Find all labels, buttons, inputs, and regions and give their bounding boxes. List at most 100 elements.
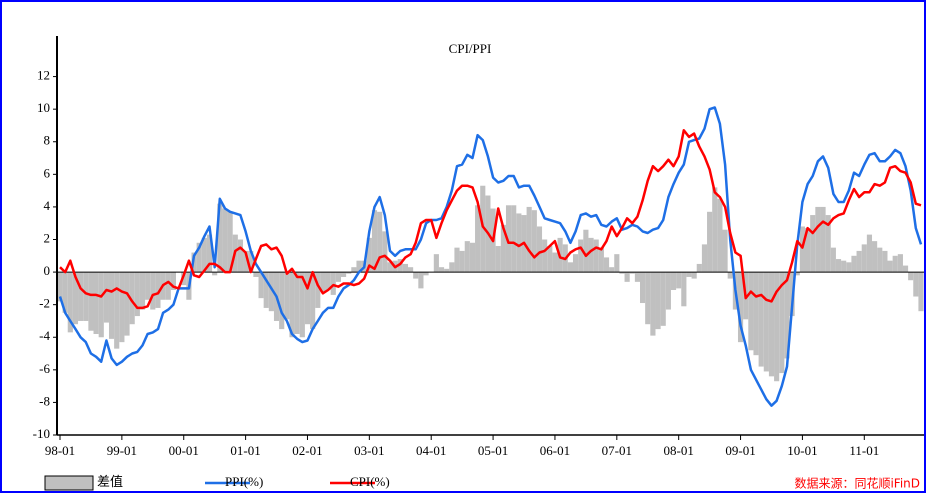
bar <box>315 272 321 308</box>
bar <box>464 241 470 273</box>
x-tick-label: 99-01 <box>107 443 137 458</box>
bar <box>835 259 842 273</box>
bar <box>433 254 439 273</box>
bar <box>629 272 635 274</box>
bar <box>505 205 512 273</box>
bar <box>248 250 254 273</box>
bar <box>289 272 295 338</box>
bar <box>722 229 728 273</box>
bar <box>603 257 610 273</box>
bar <box>201 237 207 273</box>
bar <box>634 272 641 282</box>
y-tick-label: 8 <box>44 133 51 148</box>
bar <box>243 250 249 273</box>
bar <box>449 262 455 273</box>
bar <box>83 272 89 321</box>
bar <box>841 260 847 273</box>
y-tick-label: -2 <box>39 296 50 311</box>
bar <box>475 205 481 273</box>
y-tick-label: 6 <box>44 165 51 180</box>
line <box>58 106 923 407</box>
bar <box>799 226 805 273</box>
bar <box>150 272 156 310</box>
bar <box>918 272 924 312</box>
bar <box>588 237 594 273</box>
bar <box>145 272 151 300</box>
bar <box>655 272 661 330</box>
bar <box>758 272 764 367</box>
bar <box>676 272 682 289</box>
legend-label: 差值 <box>97 474 123 489</box>
x-tick-label: 06-01 <box>540 443 570 458</box>
bar <box>665 272 671 310</box>
bar <box>583 229 589 273</box>
bar <box>237 239 244 273</box>
bar <box>552 252 558 273</box>
bar <box>304 272 311 325</box>
bar <box>511 205 517 273</box>
bar <box>413 272 419 279</box>
bar <box>371 210 378 273</box>
bar <box>877 247 883 273</box>
x-tick-label: 03-01 <box>354 443 384 458</box>
bar <box>717 198 723 273</box>
bar <box>681 272 687 307</box>
bar <box>624 272 630 282</box>
bar <box>227 211 233 273</box>
bar <box>129 272 135 325</box>
bar <box>825 215 831 273</box>
bar <box>696 263 702 273</box>
bar <box>804 228 811 273</box>
bar <box>763 272 769 372</box>
bar <box>547 246 553 273</box>
x-tick-label: 00-01 <box>169 443 199 458</box>
bar <box>536 226 543 273</box>
bar <box>88 272 94 331</box>
bar <box>897 254 903 273</box>
bar <box>268 272 274 312</box>
bar <box>500 224 506 273</box>
bar <box>222 208 228 273</box>
bar <box>423 272 429 276</box>
bar <box>856 250 862 273</box>
bar <box>531 210 537 273</box>
bar <box>165 272 171 300</box>
bar <box>815 206 821 273</box>
bar <box>619 272 625 274</box>
bar <box>340 272 347 277</box>
bar <box>93 272 99 334</box>
bar <box>325 272 331 291</box>
bar <box>774 272 780 382</box>
bar <box>609 267 615 273</box>
y-tick-label: 10 <box>37 100 50 115</box>
bar <box>779 272 785 374</box>
bar <box>206 234 213 273</box>
bar <box>387 262 393 273</box>
y-tick-label: -6 <box>39 361 50 376</box>
bar <box>351 267 357 273</box>
bar <box>356 260 362 273</box>
bar <box>810 215 816 273</box>
legend-label: PPI(%) <box>225 474 263 489</box>
bar <box>284 272 290 320</box>
bar <box>480 185 486 273</box>
x-tick-label: 04-01 <box>416 443 446 458</box>
bar <box>913 272 919 297</box>
bar <box>578 239 584 273</box>
legend-label: CPI(%) <box>350 474 390 489</box>
bar <box>438 267 445 273</box>
bar <box>78 272 84 321</box>
y-tick-label: 4 <box>44 198 51 213</box>
bar <box>258 272 264 299</box>
bar <box>727 272 733 279</box>
bar <box>57 272 63 302</box>
bar <box>454 247 460 273</box>
y-tick-label: -10 <box>33 426 50 441</box>
bar <box>712 187 718 273</box>
x-tick-label: 08-01 <box>664 443 694 458</box>
y-tick-label: 12 <box>37 68 50 83</box>
bar <box>830 247 836 273</box>
bar <box>459 250 465 273</box>
bar <box>650 272 656 336</box>
